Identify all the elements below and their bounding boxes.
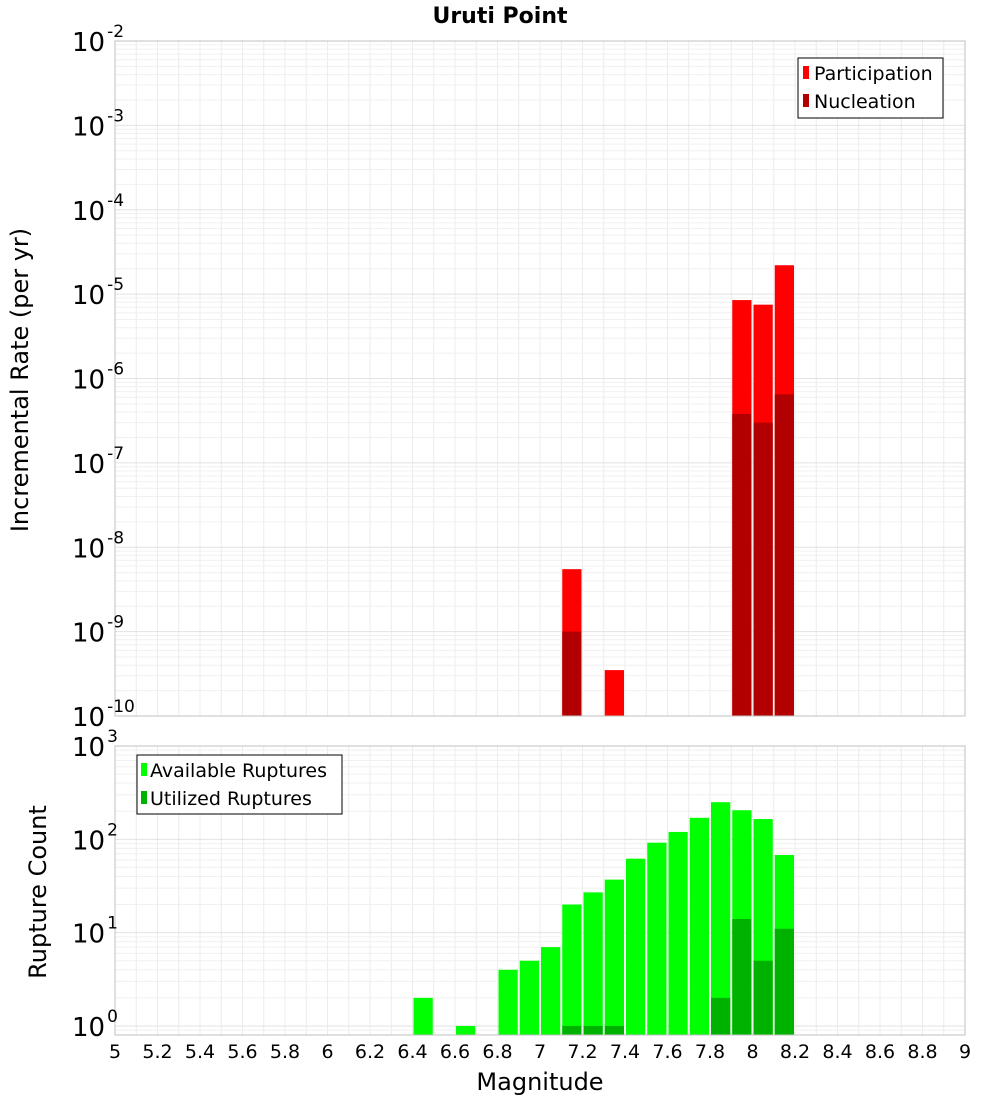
x-tick-label: 5 <box>109 1041 121 1063</box>
x-tick-label: 5.6 <box>227 1041 257 1063</box>
rate-y-axis-label: Incremental Rate (per yr) <box>6 228 34 532</box>
count-y-tick-exponent: 3 <box>107 727 118 747</box>
count-y-tick-exponent: 1 <box>107 914 118 934</box>
available-bar <box>541 947 561 1035</box>
available-bar <box>413 997 433 1035</box>
x-tick-label: 8.4 <box>822 1041 852 1063</box>
x-tick-label: 7.4 <box>610 1041 640 1063</box>
rate-y-tick-exponent: -7 <box>107 444 124 464</box>
rate-y-tick-label: 10 -3 <box>72 106 124 142</box>
rate-legend-box <box>797 57 944 119</box>
nucleation-bar <box>753 422 773 716</box>
x-tick-label: 8.6 <box>865 1041 895 1063</box>
available-bar <box>498 969 518 1035</box>
count-plot-border <box>114 745 966 1036</box>
x-tick-label: 6 <box>321 1041 333 1063</box>
utilized-legend-swatch <box>141 791 147 804</box>
count-y-tick-label: 10 1 <box>72 914 118 950</box>
nucleation-legend-swatch <box>803 94 809 107</box>
x-tick-label: 6.8 <box>482 1041 512 1063</box>
rate-y-tick-exponent: -3 <box>107 106 124 126</box>
x-tick-label: 7.2 <box>567 1041 597 1063</box>
available-bar <box>562 904 582 1035</box>
count-y-tick-label: 10 2 <box>72 820 118 856</box>
rate-legend: Participation Nucleation <box>797 57 944 119</box>
count-legend: Available Ruptures Utilized Ruptures <box>136 754 343 815</box>
rate-y-tick-exponent: -2 <box>107 22 124 42</box>
nucleation-bar <box>774 394 794 716</box>
rate-y-tick-label: 10 -10 <box>72 697 135 733</box>
nucleation-bar <box>562 631 582 716</box>
utilized-bar <box>711 997 731 1035</box>
available-bar <box>626 858 646 1035</box>
x-tick-label: 9 <box>959 1041 971 1063</box>
x-tick-label: 6.6 <box>440 1041 470 1063</box>
available-bar <box>456 1025 476 1035</box>
rate-y-tick-exponent: -4 <box>107 191 124 211</box>
available-bar <box>668 831 688 1035</box>
available-bar <box>711 802 731 1035</box>
count-y-tick-exponent: 0 <box>107 1007 118 1027</box>
available-bar <box>604 879 624 1035</box>
x-tick-label: 7 <box>534 1041 546 1063</box>
utilized-bar <box>562 1025 582 1035</box>
available-bar <box>583 892 603 1035</box>
x-tick-label: 8.2 <box>780 1041 810 1063</box>
rate-y-tick-exponent: -9 <box>107 613 124 633</box>
nucleation-legend-label: Nucleation <box>814 91 916 113</box>
chart-title: Uruti Point <box>432 4 568 29</box>
x-tick-label: 6.2 <box>355 1041 385 1063</box>
count-y-tick-label: 10 3 <box>72 727 118 763</box>
count-y-axis-label: Rupture Count <box>24 805 52 979</box>
count-legend-box <box>136 754 343 815</box>
x-tick-label: 5.8 <box>270 1041 300 1063</box>
available-bar <box>647 842 667 1035</box>
nucleation-bar <box>732 413 752 716</box>
available-legend-label: Available Ruptures <box>150 760 327 782</box>
x-tick-label: 7.6 <box>652 1041 682 1063</box>
count-y-tick-exponent: 2 <box>107 820 118 840</box>
participation-bar <box>604 670 624 716</box>
participation-legend-swatch <box>803 66 809 79</box>
x-tick-label: 8.8 <box>907 1041 937 1063</box>
utilized-bar <box>604 1025 624 1035</box>
available-legend-swatch <box>141 763 147 776</box>
x-tick-label: 5.2 <box>142 1041 172 1063</box>
rate-plot-border <box>114 40 966 717</box>
utilized-bar <box>583 1025 603 1035</box>
available-bar <box>689 817 709 1035</box>
x-tick-label: 8 <box>746 1041 758 1063</box>
rate-y-tick-exponent: -6 <box>107 360 124 380</box>
rate-y-tick-exponent: -10 <box>107 697 135 717</box>
x-tick-label: 7.8 <box>695 1041 725 1063</box>
utilized-bar <box>753 960 773 1035</box>
available-bar <box>519 960 539 1035</box>
utilized-bar <box>732 919 752 1035</box>
rate-y-tick-label: 10 -5 <box>72 275 124 311</box>
utilized-legend-label: Utilized Ruptures <box>150 788 312 810</box>
participation-legend-label: Participation <box>814 63 933 85</box>
x-tick-label: 6.4 <box>397 1041 427 1063</box>
rate-y-tick-exponent: -5 <box>107 275 124 295</box>
x-axis-label: Magnitude <box>476 1068 603 1096</box>
x-tick-label: 5.4 <box>185 1041 215 1063</box>
count-y-tick-label: 10 0 <box>72 1007 118 1043</box>
utilized-bar <box>774 928 794 1035</box>
rate-y-tick-exponent: -8 <box>107 528 124 548</box>
